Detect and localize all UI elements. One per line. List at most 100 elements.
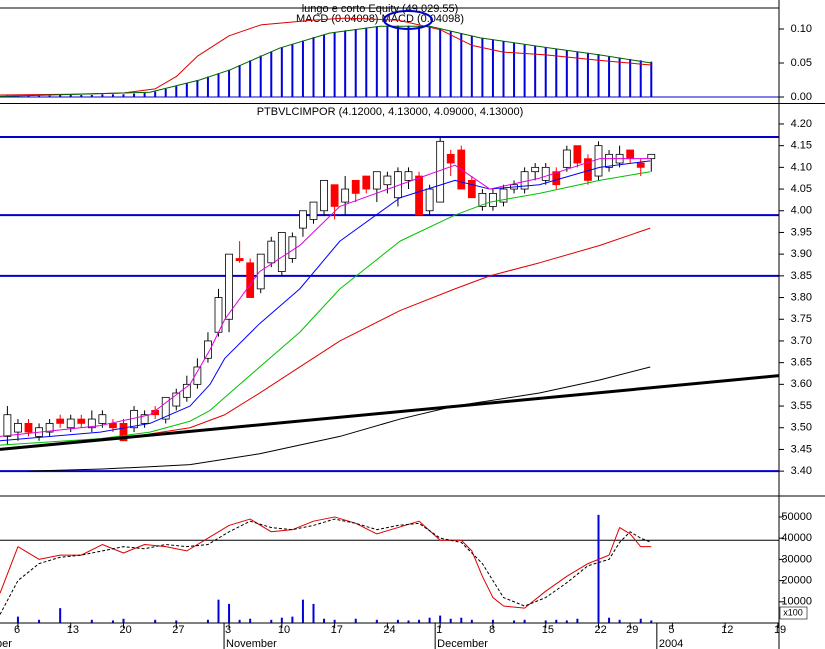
candle-body [467, 179, 476, 199]
bar [544, 620, 547, 623]
candle-body [109, 422, 117, 429]
y-tick-label: 4.00 [791, 205, 812, 217]
macd-subtitle: MACD (0.04098) MACD (0.04098) [296, 13, 464, 25]
candle-body [204, 340, 212, 359]
candle-body [478, 192, 487, 207]
x-tick-label: 12 [721, 624, 733, 636]
bar [418, 619, 421, 623]
bar [565, 620, 568, 623]
candle-body [341, 188, 350, 203]
x-tick-label: 24 [383, 624, 395, 636]
candle-body [351, 179, 360, 194]
bar [90, 94, 93, 98]
month-label: 2004 [659, 638, 683, 649]
bar [175, 620, 178, 623]
bar [154, 619, 157, 623]
bar [576, 51, 579, 98]
bar [291, 616, 294, 623]
bar [217, 599, 220, 623]
candle-body [256, 253, 265, 290]
series-line [0, 171, 651, 446]
bar [154, 91, 157, 98]
candle-body [87, 418, 96, 429]
x-tick-label: 19 [774, 624, 786, 636]
bar [217, 73, 220, 98]
x-tick-label: 13 [67, 624, 79, 636]
bar [59, 608, 62, 623]
y-tick-label: 4.20 [791, 118, 812, 130]
candle-body [161, 396, 170, 420]
candle-body [541, 166, 550, 181]
candle-body [425, 188, 434, 212]
bar [470, 619, 473, 623]
x-tick-label: 8 [489, 624, 495, 636]
bar [122, 94, 125, 98]
y-tick-label: 4.05 [791, 183, 812, 195]
bar [228, 69, 231, 98]
panel [0, 17, 779, 98]
y-tick-label: 3.45 [791, 443, 812, 455]
candle-body [552, 171, 561, 186]
bar [555, 48, 558, 98]
bar [502, 41, 505, 98]
candle-body [404, 171, 413, 181]
bar [59, 94, 62, 98]
candle-body [182, 383, 191, 398]
candle-body [626, 149, 635, 160]
y-tick-label: 0.00 [791, 91, 812, 103]
bar [354, 618, 357, 623]
bar [513, 42, 516, 98]
bar [38, 619, 41, 623]
bar [238, 619, 241, 623]
bar [396, 25, 399, 98]
candle-body [309, 201, 318, 220]
bar [555, 619, 558, 623]
candle-body [140, 414, 149, 424]
bar [629, 58, 632, 98]
bar [301, 40, 304, 98]
bar [291, 43, 294, 98]
candle-body [605, 153, 613, 168]
x-tick-label: 22 [595, 624, 607, 636]
bar [439, 615, 442, 623]
bar [597, 514, 600, 623]
candle-body [372, 171, 381, 190]
candle-body [56, 418, 65, 424]
candle-body [98, 414, 107, 424]
x-tick-label: 3 [225, 624, 231, 636]
bar [122, 618, 125, 623]
x-tick-label: 27 [172, 624, 184, 636]
candle-body [531, 166, 540, 173]
bar [407, 25, 410, 98]
candle-body [330, 184, 339, 207]
bar [90, 619, 93, 623]
bar [460, 617, 463, 623]
series-line [0, 17, 652, 96]
bar [449, 31, 452, 98]
bar [491, 619, 494, 623]
month-label: November [226, 638, 277, 649]
bar [608, 617, 611, 623]
candle-body [267, 240, 276, 264]
panels: 0.00 0.05 0.10 3.40 3.45 3.50 3.55 3.60 3.65 3.70… [0, 17, 812, 623]
bar [270, 619, 273, 623]
unit-label: x100 [783, 607, 803, 617]
candle-body [446, 153, 455, 164]
bar [27, 95, 30, 98]
panel [0, 135, 779, 473]
bar [428, 26, 431, 98]
bar [143, 92, 146, 98]
bar [312, 603, 315, 623]
candle-body [45, 422, 54, 433]
bar [48, 95, 51, 98]
bar [470, 35, 473, 98]
y-tick-label: 3.55 [791, 400, 812, 412]
candle-body [77, 418, 86, 424]
candle-body [246, 262, 255, 298]
series-line [28, 366, 651, 472]
candle-body [172, 392, 181, 407]
y-tick-label: 3.50 [791, 422, 812, 434]
y-tick-label: 50000 [781, 511, 812, 523]
